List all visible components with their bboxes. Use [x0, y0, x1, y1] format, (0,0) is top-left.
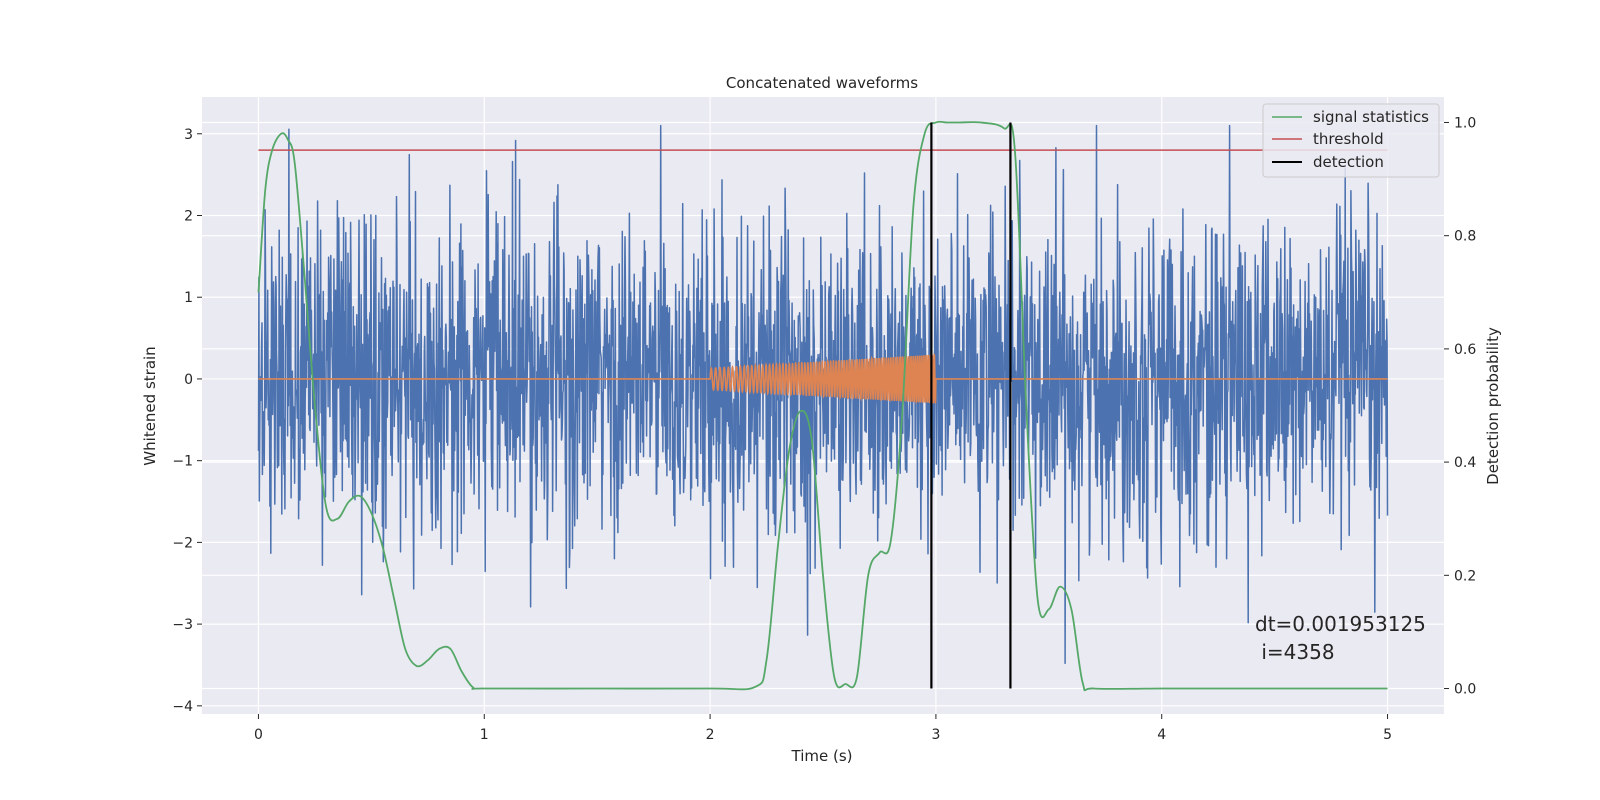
y2-tick-label: 0.0 — [1454, 682, 1476, 698]
y2-tick-label: 0.6 — [1454, 342, 1476, 358]
x-tick-label: 5 — [1383, 727, 1392, 743]
y-tick-label: −1 — [172, 454, 193, 470]
x-tick-label: 2 — [706, 727, 715, 743]
legend-box — [1262, 103, 1440, 178]
annotation-dt: dt=0.001953125 — [1255, 612, 1426, 636]
x-tick-label: 3 — [931, 727, 940, 743]
signal-statistics-line — [257, 120, 1388, 692]
waveform-series-line — [258, 352, 1388, 405]
annotation-index: i=4358 — [1255, 640, 1335, 664]
y-tick-label: −4 — [172, 699, 193, 715]
legend-label-signal-statistics: signal statistics — [1313, 108, 1429, 126]
y-tick-label: 1 — [184, 290, 193, 306]
y2-axis-label: Detection probability — [1484, 327, 1502, 485]
y2-tick-label: 0.4 — [1454, 455, 1476, 471]
x-tick-label: 1 — [480, 727, 489, 743]
x-axis-label: Time (s) — [791, 747, 853, 765]
legend-label-detection: detection — [1313, 153, 1384, 171]
plot-area — [257, 120, 1389, 692]
x-tick-label: 0 — [254, 727, 263, 743]
y-tick-label: −2 — [172, 535, 193, 551]
legend-label-threshold: threshold — [1313, 130, 1384, 148]
chart-title: Concatenated waveforms — [726, 74, 918, 92]
y2-tick-label: 0.2 — [1454, 568, 1476, 584]
y-tick-label: −3 — [172, 617, 193, 633]
y-axis-label: Whitened strain — [141, 346, 159, 465]
y-tick-label: 0 — [184, 372, 193, 388]
y-tick-label: 2 — [184, 208, 193, 224]
y2-tick-label: 1.0 — [1454, 115, 1476, 131]
y2-tick-label: 0.8 — [1454, 229, 1476, 245]
y-tick-label: 3 — [184, 127, 193, 143]
legend: signal statistics threshold detection — [1262, 103, 1440, 178]
ticks: 0 1 2 3 4 5 3 2 1 0 −1 −2 −3 −4 1.0 0.8 0.6 0.4 0.2 0.0 — [172, 115, 1476, 743]
x-tick-label: 4 — [1157, 727, 1166, 743]
noise-series-line — [257, 124, 1389, 665]
